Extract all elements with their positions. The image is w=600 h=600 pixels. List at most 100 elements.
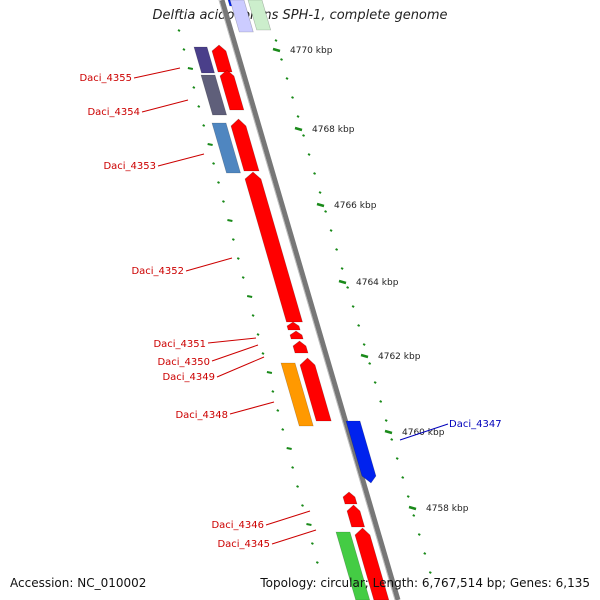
major-tick xyxy=(408,505,417,511)
tick-mark xyxy=(379,400,383,403)
tick-mark xyxy=(428,571,432,574)
tick-mark xyxy=(236,257,240,260)
gene-label-daci-4352[interactable]: Daci_4352 xyxy=(131,266,184,277)
tick-mark xyxy=(207,143,213,146)
outer-tick-ring xyxy=(274,39,432,574)
label-leader-lines xyxy=(133,67,449,545)
tick-mark xyxy=(251,314,255,317)
major-tick xyxy=(294,126,303,132)
label-leader xyxy=(141,99,189,113)
tick-mark xyxy=(202,124,206,127)
gene-label-daci-4351[interactable]: Daci_4351 xyxy=(153,339,206,350)
gene-arrow xyxy=(211,44,233,73)
tick-mark xyxy=(307,153,311,156)
label-leader xyxy=(207,337,257,344)
gene-label-daci-4350[interactable]: Daci_4350 xyxy=(157,357,210,368)
gene-arrow xyxy=(219,69,245,111)
gene-arrow-daci-4349 xyxy=(299,357,332,422)
tick-mark xyxy=(192,86,196,89)
scale-label: 4764 kbp xyxy=(356,278,399,288)
gene-arrow xyxy=(346,504,366,528)
tick-mark xyxy=(346,286,350,289)
tick-mark xyxy=(310,542,314,545)
label-leader xyxy=(265,510,311,526)
tick-mark xyxy=(351,305,355,308)
tick-mark xyxy=(256,333,260,336)
tick-mark xyxy=(274,39,278,42)
tick-mark xyxy=(315,561,319,564)
tick-mark xyxy=(217,181,220,184)
tick-mark xyxy=(357,324,361,327)
tick-mark xyxy=(301,504,304,507)
label-leader xyxy=(157,153,205,167)
tick-mark xyxy=(362,343,366,346)
label-leader xyxy=(211,344,259,362)
tick-mark xyxy=(401,476,405,479)
gene-box-daci-4354 xyxy=(200,74,227,116)
gene-label-daci-4353[interactable]: Daci_4353 xyxy=(103,161,156,172)
inner-tick-ring xyxy=(177,29,319,564)
gene-label-daci-4346[interactable]: Daci_4346 xyxy=(211,520,264,531)
tick-mark xyxy=(276,409,280,412)
gene-arrow-daci-4351 xyxy=(286,321,301,331)
tick-mark xyxy=(222,200,225,203)
tick-mark xyxy=(302,134,305,137)
tick-mark xyxy=(395,457,399,460)
scale-label: 4768 kbp xyxy=(312,125,355,135)
major-tick xyxy=(384,429,393,435)
tick-mark xyxy=(291,96,294,99)
gene-features xyxy=(193,0,390,600)
tick-mark xyxy=(231,238,235,241)
tick-mark xyxy=(296,485,300,488)
tick-mark xyxy=(384,419,388,422)
major-tick xyxy=(360,353,369,359)
gene-label-daci-4348[interactable]: Daci_4348 xyxy=(175,410,228,421)
gene-box-daci-4348 xyxy=(280,362,314,427)
label-leader xyxy=(229,401,275,415)
label-leader xyxy=(216,356,265,378)
tick-mark xyxy=(182,48,186,51)
tick-mark xyxy=(313,172,317,175)
genome-backbone-line xyxy=(219,0,401,600)
tick-mark xyxy=(368,362,372,365)
tick-mark xyxy=(291,466,295,469)
gene-arrow-daci-4352 xyxy=(244,171,303,323)
tick-mark xyxy=(212,162,216,165)
gene-labels: Daci_4355 Daci_4354 Daci_4353 Daci_4352 Daci… xyxy=(79,73,501,550)
label-leader xyxy=(133,67,181,79)
gene-label-daci-4347[interactable]: Daci_4347 xyxy=(449,419,502,430)
gene-box xyxy=(335,531,371,600)
scale-label: 4762 kbp xyxy=(378,352,421,362)
tick-mark xyxy=(246,295,253,298)
scale-label: 4770 kbp xyxy=(290,46,333,56)
accession-text: Accession: NC_010002 xyxy=(10,576,147,590)
gene-label-daci-4349[interactable]: Daci_4349 xyxy=(162,372,215,383)
tick-mark xyxy=(412,514,416,517)
tick-mark xyxy=(266,371,273,374)
gene-label-daci-4354[interactable]: Daci_4354 xyxy=(87,107,140,118)
tick-mark xyxy=(390,438,394,441)
gene-arrow-daci-4347 xyxy=(345,420,377,484)
label-leader xyxy=(185,257,233,272)
tick-mark xyxy=(286,447,292,450)
tick-mark xyxy=(324,210,328,213)
gene-box-daci-4353 xyxy=(211,122,241,174)
gene-arrow-daci-4350 xyxy=(292,340,309,354)
gene-arrow-daci-4345 xyxy=(354,527,390,600)
scale-labels: 4770 kbp 4768 kbp 4766 kbp 4764 kbp 4762 kbp… xyxy=(272,46,469,514)
gene-arrow xyxy=(230,118,260,172)
tick-mark xyxy=(318,191,322,194)
scale-label: 4766 kbp xyxy=(334,201,377,211)
tick-mark xyxy=(280,58,283,61)
gene-label-daci-4355[interactable]: Daci_4355 xyxy=(79,73,132,84)
scale-label: 4760 kbp xyxy=(402,428,445,438)
gene-box-daci-4355 xyxy=(193,46,215,74)
gene-arrow xyxy=(247,0,272,31)
label-leader xyxy=(271,529,317,545)
tick-mark xyxy=(281,428,285,431)
tick-mark xyxy=(187,67,194,70)
gene-label-daci-4345[interactable]: Daci_4345 xyxy=(217,539,270,550)
tick-mark xyxy=(306,523,312,526)
tick-mark xyxy=(271,390,275,393)
tick-mark xyxy=(177,29,181,32)
